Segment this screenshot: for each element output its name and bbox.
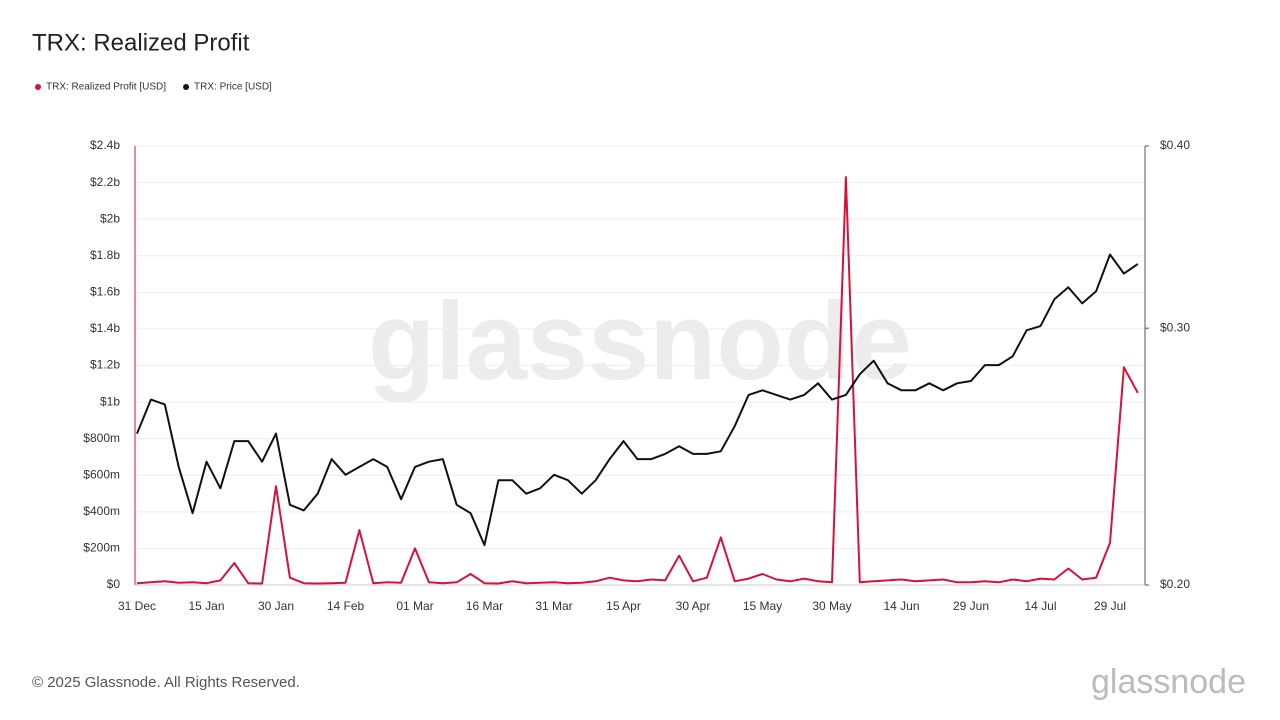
x-tick-label: 16 Mar — [466, 599, 503, 613]
x-tick-label: 29 Jun — [953, 599, 989, 613]
y-tick-label: $2.4b — [90, 138, 120, 152]
x-tick-label: 14 Jun — [883, 599, 919, 613]
y-tick-label: $200m — [83, 541, 120, 555]
y-tick-label: $1.4b — [90, 321, 120, 335]
x-tick-label: 15 Apr — [606, 599, 641, 613]
y2-tick-label: $0.30 — [1160, 320, 1190, 334]
x-tick-label: 14 Jul — [1024, 599, 1056, 613]
legend-label: TRX: Realized Profit [USD] — [46, 82, 166, 93]
logo: glassnode — [1091, 663, 1246, 701]
series-line — [136, 176, 1139, 585]
x-tick-label: 01 Mar — [396, 599, 433, 613]
legend-marker — [35, 84, 41, 90]
x-tick-label: 29 Jul — [1094, 599, 1126, 613]
x-tick-label: 31 Dec — [118, 599, 156, 613]
x-tick-label: 15 May — [743, 599, 782, 613]
y-tick-label: $2b — [100, 211, 120, 225]
copyright: © 2025 Glassnode. All Rights Reserved. — [32, 674, 300, 691]
legend-marker — [183, 84, 190, 90]
chart-title: TRX: Realized Profit — [32, 29, 250, 56]
watermark: glassnode — [368, 280, 912, 403]
y-tick-label: $1b — [100, 394, 120, 408]
legend-label: TRX: Price [USD] — [194, 82, 272, 93]
x-tick-label: 15 Jan — [188, 599, 224, 613]
y2-tick-label: $0.40 — [1160, 138, 1190, 152]
x-tick-label: 30 May — [812, 599, 851, 613]
y-tick-label: $1.6b — [90, 285, 120, 299]
y-tick-label: $400m — [83, 504, 120, 518]
x-tick-label: 30 Apr — [676, 599, 711, 613]
x-tick-label: 30 Jan — [258, 599, 294, 613]
y-tick-label: $2.2b — [90, 175, 120, 189]
y-tick-label: $600m — [83, 467, 120, 481]
y-tick-label: $1.8b — [90, 248, 120, 262]
y-tick-label: $0 — [107, 577, 121, 591]
x-tick-label: 14 Feb — [327, 599, 365, 613]
x-tick-label: 31 Mar — [535, 599, 572, 613]
y-tick-label: $800m — [83, 431, 120, 445]
y2-tick-label: $0.20 — [1160, 577, 1190, 591]
y-tick-label: $1.2b — [90, 358, 120, 372]
series-line — [136, 253, 1139, 547]
